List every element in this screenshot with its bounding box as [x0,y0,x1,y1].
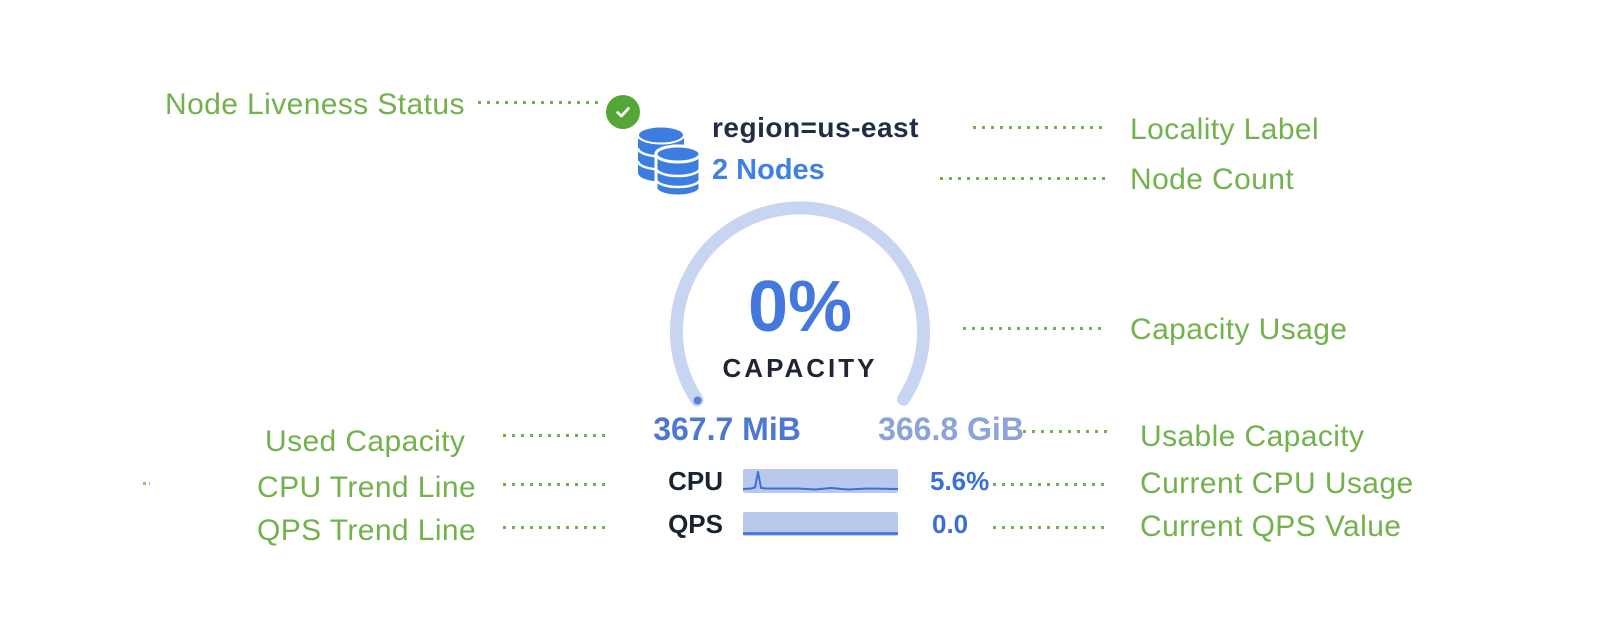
used-capacity-value: 367.7 MiB [653,411,801,447]
leader-line-capacity-usage [963,327,1106,330]
database-front-stack [654,144,702,198]
leader-line-current-cpu-usage [993,483,1104,486]
annotation-current-qps-value: Current QPS Value [1140,510,1402,543]
leader-line-qps-trend [503,526,607,529]
node-count: 2 Nodes [712,154,825,186]
cpu-current-value: 5.6% [930,466,990,496]
leader-line-locality-label [973,126,1103,129]
check-icon [616,107,630,118]
capacity-percent: 0% [747,267,853,347]
annotation-locality-label: Locality Label [1130,113,1320,146]
annotation-qps-trend-line: QPS Trend Line [257,514,477,547]
locality-label: region=us-east [712,112,919,143]
cpu-trend-polyline [743,471,898,491]
qps-metric-label: QPS [668,509,723,539]
capacity-title: CAPACITY [722,353,878,383]
annotation-node-count: Node Count [1130,163,1295,196]
annotation-used-capacity: Used Capacity [265,425,466,458]
annotation-cpu-trend-line: CPU Trend Line [257,471,477,504]
gauge-arc [669,201,931,407]
leader-line-node-liveness [478,101,598,104]
usable-capacity-value: 366.8 GiB [878,411,1024,447]
leader-line-cpu-trend [503,483,607,486]
leader-line-used-capacity [503,434,607,437]
database-icon [636,125,702,198]
node-liveness-check-icon [606,95,640,129]
qps-trend-line-chart [743,532,898,535]
leader-line-current-qps-value [993,526,1104,529]
annotation-node-liveness-status: Node Liveness Status [165,88,465,121]
annotation-current-cpu-usage: Current CPU Usage [1140,467,1414,500]
capacity-gauge [669,201,931,407]
cpu-metric-label: CPU [668,466,723,496]
leader-line-usable-capacity [1023,430,1108,433]
cpu-trend-line-chart [743,471,898,491]
qps-trend-sparkline [743,512,898,536]
leader-line-node-count [940,177,1105,180]
stray-mark [143,482,150,485]
annotation-capacity-usage: Capacity Usage [1130,313,1348,346]
gauge-used-marker [693,396,702,405]
qps-current-value: 0.0 [932,509,969,539]
cpu-trend-sparkline [743,469,898,493]
annotation-usable-capacity: Usable Capacity [1140,420,1365,453]
